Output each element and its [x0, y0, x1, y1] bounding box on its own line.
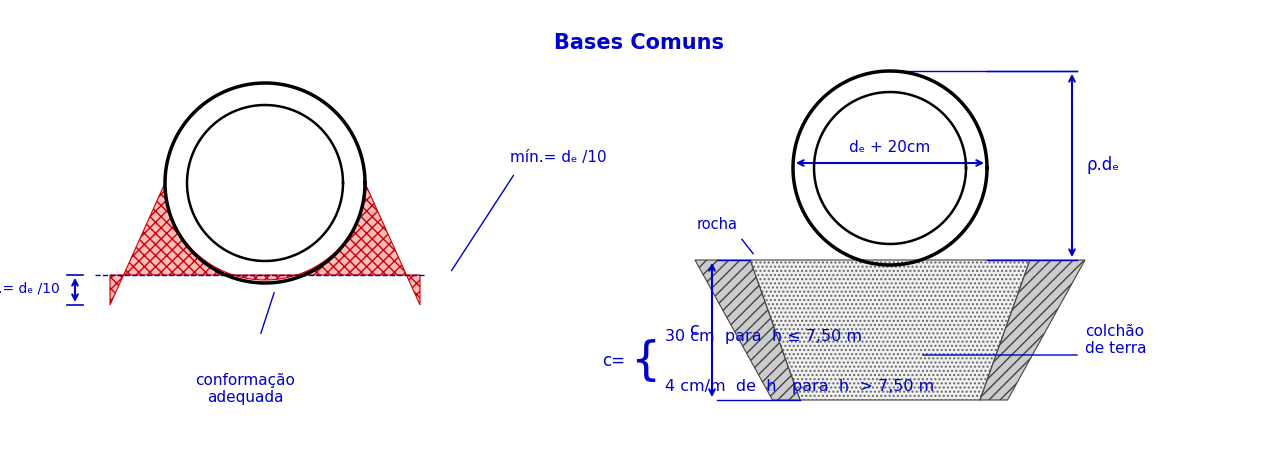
Text: 30 cm  para  h ≤ 7,50 m: 30 cm para h ≤ 7,50 m	[665, 329, 861, 344]
Text: {: {	[630, 338, 661, 383]
Text: conformação
adequada: conformação adequada	[196, 373, 295, 405]
Text: Bases Comuns: Bases Comuns	[553, 33, 725, 53]
Text: c=: c=	[602, 352, 625, 370]
Polygon shape	[110, 183, 420, 305]
Text: mín.= dₑ /10: mín.= dₑ /10	[0, 283, 60, 297]
Text: colchão
de terra: colchão de terra	[1085, 324, 1146, 356]
Text: mín.= dₑ /10: mín.= dₑ /10	[510, 151, 607, 166]
Text: 4 cm/m  de  h   para  h  > 7,50 m: 4 cm/m de h para h > 7,50 m	[665, 379, 934, 394]
Text: ρ.dₑ: ρ.dₑ	[1088, 156, 1121, 175]
Text: rocha: rocha	[697, 217, 737, 232]
Polygon shape	[750, 260, 1030, 400]
Text: dₑ + 20cm: dₑ + 20cm	[850, 140, 930, 155]
Text: c: c	[690, 321, 700, 339]
Polygon shape	[980, 260, 1085, 400]
Polygon shape	[695, 260, 800, 400]
